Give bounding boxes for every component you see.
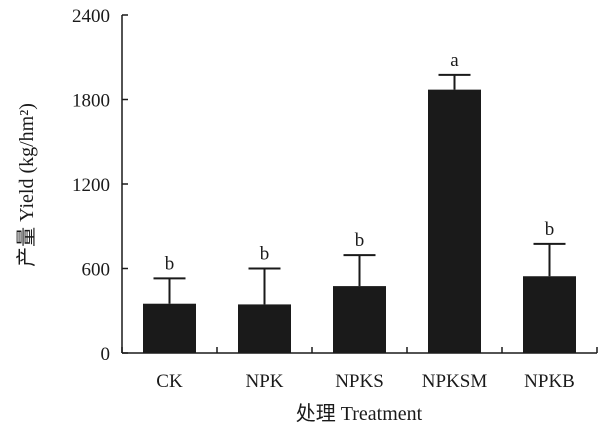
- y-tick-label: 2400: [72, 6, 110, 27]
- y-tick-label: 0: [101, 344, 111, 365]
- y-tick-label: 600: [82, 260, 111, 281]
- bar-npk: [238, 304, 291, 353]
- y-tick-label: 1800: [72, 91, 110, 112]
- significance-letter-npks: b: [355, 230, 365, 251]
- significance-letter-npkb: b: [545, 219, 555, 240]
- category-label-npks: NPKS: [335, 371, 384, 392]
- y-axis-title: 产量 Yield (kg/hm²): [15, 103, 38, 267]
- y-axis: 0 600 1200 1800 2400: [72, 6, 128, 365]
- bar-ck: [143, 303, 196, 353]
- bars: [143, 89, 576, 354]
- bar-npkb: [523, 276, 576, 353]
- x-axis-title: 处理 Treatment: [296, 402, 423, 425]
- bar-npks: [333, 286, 386, 353]
- category-label-npkb: NPKB: [524, 371, 575, 392]
- significance-letters: b b b a b: [165, 50, 555, 275]
- significance-letter-npk: b: [260, 244, 270, 265]
- bar-npksm: [428, 89, 481, 354]
- category-label-npk: NPK: [245, 371, 283, 392]
- category-label-ck: CK: [156, 371, 183, 392]
- error-bars: [153, 73, 566, 305]
- y-tick-label: 1200: [72, 175, 110, 196]
- category-labels: CK NPK NPKS NPKSM NPKB: [156, 371, 575, 392]
- significance-letter-npksm: a: [450, 50, 459, 71]
- significance-letter-ck: b: [165, 253, 175, 274]
- category-label-npksm: NPKSM: [422, 371, 488, 392]
